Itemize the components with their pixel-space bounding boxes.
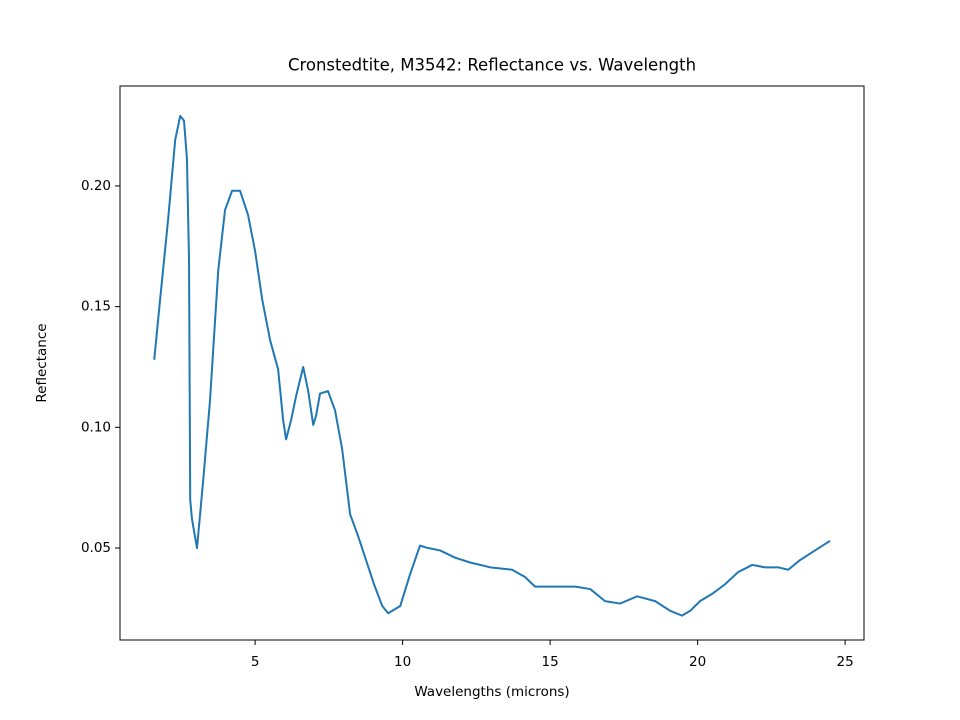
y-tick-label: 0.15 [81,299,111,315]
x-tick-label: 20 [689,654,706,670]
x-tick-label: 15 [542,654,559,670]
plot-frame [119,85,865,641]
x-tick-label: 25 [837,654,854,670]
data-line [153,114,831,617]
y-tick-label: 0.05 [81,540,111,556]
x-tick-label: 10 [394,654,411,670]
y-tick-label: 0.20 [81,178,111,194]
y-axis-label: Reflectance [34,323,50,402]
x-axis-label: Wavelengths (microns) [414,684,569,700]
chart-title: Cronstedtite, M3542: Reflectance vs. Wav… [288,56,696,75]
x-tick-label: 5 [251,654,260,670]
y-tick-label: 0.10 [81,419,111,435]
